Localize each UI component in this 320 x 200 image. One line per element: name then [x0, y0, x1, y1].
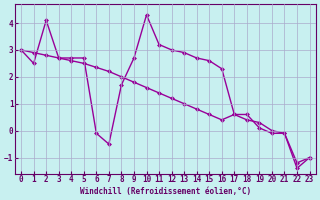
X-axis label: Windchill (Refroidissement éolien,°C): Windchill (Refroidissement éolien,°C) [80, 187, 251, 196]
